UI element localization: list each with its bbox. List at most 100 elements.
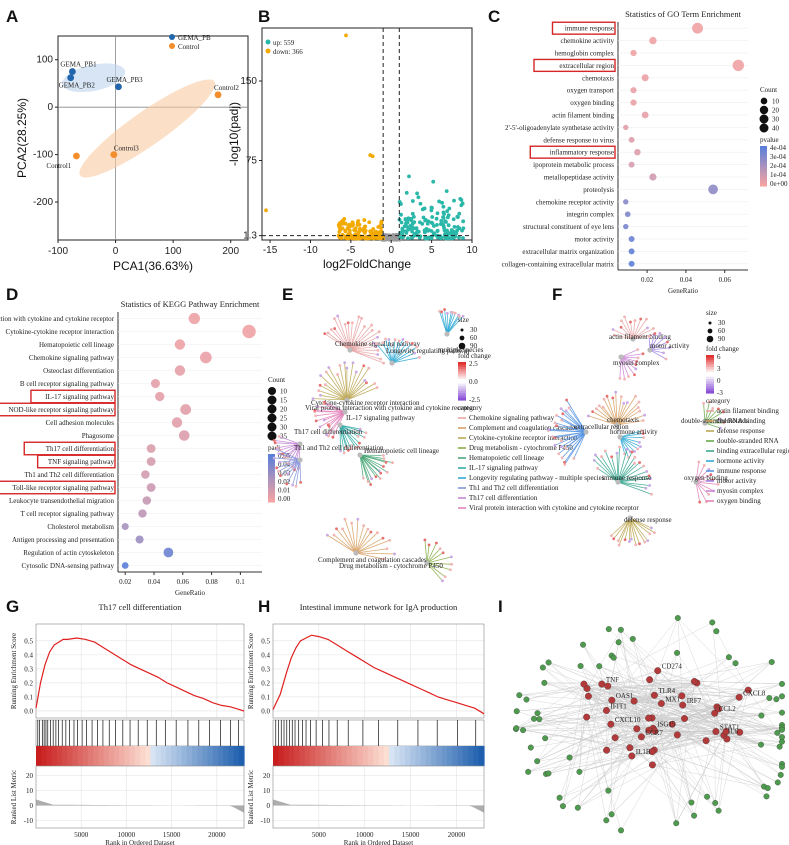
gene-node xyxy=(461,314,465,318)
ppi-edge xyxy=(548,662,589,697)
category-node xyxy=(615,479,621,485)
category-legend-label: oxygen binding xyxy=(717,497,761,505)
size-legend-label: 15 xyxy=(280,397,288,405)
hub-gene-node xyxy=(648,748,656,756)
gene-node xyxy=(356,435,360,438)
gene-node xyxy=(779,680,785,687)
gene-node xyxy=(563,460,566,464)
up-point xyxy=(442,226,447,230)
gene-node xyxy=(366,480,370,483)
hub-gene-node xyxy=(722,727,730,735)
network-edge xyxy=(620,356,637,370)
hub-gene-node xyxy=(668,720,676,728)
network-edge xyxy=(617,451,633,483)
network-edge xyxy=(552,431,587,438)
highlight-box xyxy=(529,145,616,159)
rank-gradient-step xyxy=(228,746,235,766)
down-point xyxy=(376,236,381,241)
down-point xyxy=(351,235,356,240)
x-tick-label: 5000 xyxy=(312,831,327,839)
es-panel-frame xyxy=(35,623,245,719)
gene-node xyxy=(370,477,374,481)
x-tick-label: -100 xyxy=(48,246,68,257)
category-legend-label: Th17 cell differentiation xyxy=(469,494,538,502)
network-edge xyxy=(349,330,373,351)
ppi-edge xyxy=(652,734,678,766)
y-tick-label: 20 xyxy=(26,772,34,780)
color-gradient-step xyxy=(760,178,767,181)
category-legend-label: defense response xyxy=(717,427,765,435)
category-node-label: defense response xyxy=(624,516,672,524)
gene-node xyxy=(443,308,447,311)
network-edge xyxy=(554,422,587,433)
hub-gene-node xyxy=(690,677,698,685)
up-point xyxy=(406,216,411,221)
gene-node xyxy=(343,322,347,326)
network-edge xyxy=(649,333,656,351)
network-edge xyxy=(573,431,587,459)
enrichment-dot xyxy=(630,87,637,94)
y-tick-label: 1.3 xyxy=(243,231,257,242)
gene-node xyxy=(338,364,342,367)
color-gradient-step xyxy=(458,388,466,391)
network-edge xyxy=(330,329,351,351)
gene-node xyxy=(358,441,361,445)
enrichment-dot xyxy=(178,430,190,441)
color-legend-label: 0.0 xyxy=(469,378,478,386)
x-tick-label: 0.06 xyxy=(719,276,732,284)
ppi-edge xyxy=(748,683,783,691)
color-gradient-step xyxy=(760,166,767,169)
enrichment-dot xyxy=(641,111,649,119)
gene-node xyxy=(318,383,322,387)
color-gradient-step xyxy=(706,391,714,394)
network-edge xyxy=(292,459,301,486)
category-node-label: immune response xyxy=(602,474,651,482)
down-point xyxy=(357,229,362,234)
gene-node xyxy=(545,659,552,666)
gene-node xyxy=(666,340,669,344)
network-edge xyxy=(319,411,346,428)
network-edge xyxy=(624,316,634,340)
category-node xyxy=(337,422,343,428)
category-node-label: extracellular region xyxy=(574,423,629,431)
down-point xyxy=(338,228,342,232)
network-edge xyxy=(426,562,451,571)
color-legend-label: 0.02 xyxy=(278,478,291,486)
gene-node xyxy=(641,432,645,435)
network-edge xyxy=(349,346,377,351)
color-legend-label: 0.03 xyxy=(278,469,291,477)
gene-node xyxy=(618,445,621,449)
color-gradient-step xyxy=(458,374,466,377)
ppi-edge xyxy=(582,644,613,701)
gene-node xyxy=(768,659,775,665)
gene-node xyxy=(354,446,358,449)
gene-node xyxy=(559,407,563,411)
gene-node xyxy=(553,443,557,447)
gene-node xyxy=(709,619,716,626)
network-edge xyxy=(359,454,384,467)
gene-node xyxy=(638,461,641,464)
x-tick-label: 5000 xyxy=(74,831,89,839)
chart-title: Statistics of KEGG Pathway Enrichment xyxy=(121,299,260,309)
category-node xyxy=(693,479,699,485)
enrichment-dot xyxy=(732,59,744,72)
ppi-edge xyxy=(716,706,778,734)
gene-node xyxy=(642,464,646,468)
up-point xyxy=(422,206,427,211)
enrichment-dot xyxy=(146,444,156,453)
up-point xyxy=(429,208,434,213)
y-axis-label-bottom: Ranked List Metric xyxy=(247,770,255,824)
color-gradient-step xyxy=(268,485,275,489)
up-point xyxy=(398,231,402,235)
gene-node xyxy=(366,527,370,531)
gene-node xyxy=(779,734,785,741)
gene-node xyxy=(351,361,355,365)
category-node-label: hormone activity xyxy=(610,428,658,436)
up-point xyxy=(422,228,427,233)
network-edge xyxy=(339,424,352,449)
enrichment-score-line xyxy=(272,634,485,715)
network-edge xyxy=(564,431,587,463)
x-tick-label: 15000 xyxy=(402,831,420,839)
size-legend-label: 30 xyxy=(718,319,726,327)
network-edge xyxy=(279,436,301,445)
